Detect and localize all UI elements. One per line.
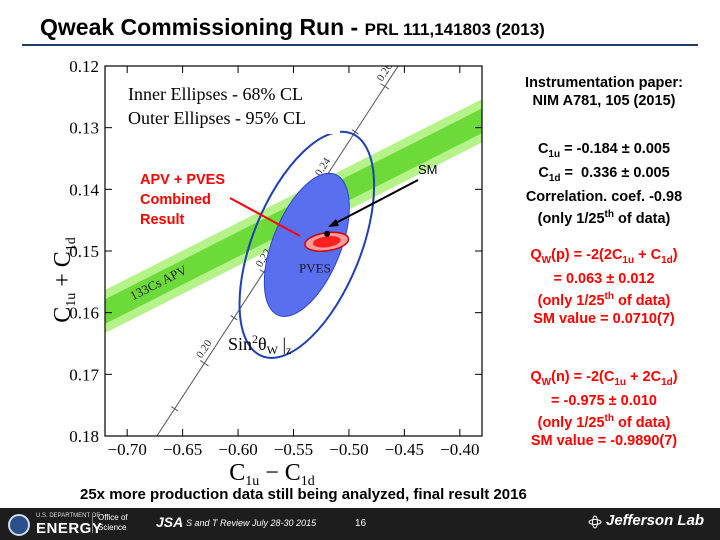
y-tick-label: 0.14	[69, 180, 99, 199]
qwn-value: = -0.975 ± 0.010	[551, 392, 657, 409]
qw-proton-note: QW(p) = -2(2C1u + C1d) = 0.063 ± 0.012 (…	[488, 246, 720, 328]
sin2theta-minor-tick	[171, 406, 179, 412]
instrumentation-line2: NIM A781, 105 (2015)	[532, 93, 676, 109]
correlation-coef: Correlation. coef. -0.98	[525, 188, 683, 205]
title-rule	[22, 44, 698, 46]
sin2theta-minor-tick	[351, 129, 359, 135]
apv-label-line3: Result	[140, 212, 185, 228]
page-number: 16	[355, 518, 367, 529]
y-tick-label: 0.12	[69, 57, 99, 76]
fraction-note-1: (only 1/25th of data)	[537, 208, 671, 227]
qwp-sm-value: SM value = 0.0710(7)	[533, 310, 675, 327]
x-tick-label: −0.65	[163, 440, 202, 459]
qwp-fraction: (only 1/25th of data)	[537, 290, 671, 309]
title-main: Qweak Commissioning Run -	[40, 14, 365, 40]
sm-label: SM	[418, 162, 438, 177]
apv-pves-label: APV + PVES Combined Result	[140, 170, 225, 230]
combined-ellipse-68	[312, 235, 341, 248]
qwp-value: = 0.063 ± 0.012	[553, 270, 655, 287]
doe-seal-icon	[8, 514, 30, 536]
apv-label-line1: APV + PVES	[140, 172, 226, 188]
c1d-result: C1d = 0.336 ± 0.005	[538, 164, 670, 184]
jefferson-lab-logo: Jefferson Lab	[606, 512, 705, 529]
y-axis-label: C1u + C1d	[50, 237, 79, 323]
x-tick-label: −0.70	[108, 440, 147, 459]
legend-outer: Outer Ellipses - 95% CL	[128, 108, 306, 128]
footer-bar: U.S. DEPARTMENT OF ENERGY Office of Scie…	[0, 508, 720, 540]
qwn-sm-value: SM value = -0.9890(7)	[530, 432, 678, 449]
c1-results-note: C1u = -0.184 ± 0.005 C1d = 0.336 ± 0.005…	[488, 140, 720, 228]
jlab-atom-icon	[588, 515, 602, 529]
sin2theta-major-tick	[199, 360, 209, 367]
y-tick-label: 0.13	[69, 119, 99, 138]
y-axis-ticks: 0.18 0.17 0.16 0.15 0.14 0.13 0.12	[69, 57, 482, 446]
slide-title: Qweak Commissioning Run - PRL 111,141803…	[40, 14, 545, 41]
legend-box	[118, 76, 340, 134]
x-axis-ticks: −0.70 −0.65 −0.60 −0.55 −0.50 −0.45 −0.40	[108, 66, 479, 459]
x-tick-label: −0.55	[274, 440, 313, 459]
apv-arrow	[229, 197, 301, 237]
doe-small-text: U.S. DEPARTMENT OF	[36, 513, 101, 519]
sin2theta-minor-tick	[230, 315, 238, 321]
x-tick-label: −0.40	[440, 440, 479, 459]
review-date: S and T Review July 28-30 2015	[186, 518, 317, 528]
legend-inner: Inner Ellipses - 68% CL	[128, 84, 303, 104]
pves-label: PVES	[299, 261, 331, 276]
sin2theta-major-tick	[380, 83, 390, 90]
doe-big-text: ENERGY	[36, 520, 103, 537]
c1-plot: 0.260.240.220.20 0.180.170.160.150.140.1…	[50, 57, 483, 489]
legend: Inner Ellipses - 68% CL Outer Ellipses -…	[118, 76, 340, 134]
sm-point	[324, 230, 331, 237]
sm-arrowhead	[328, 219, 339, 227]
qwp-formula: QW(p) = -2(2C1u + C1d)	[530, 247, 678, 266]
pves-ellipse-95	[238, 130, 376, 359]
sm-arrow	[329, 179, 419, 227]
office-of-science: Office of Science	[92, 513, 138, 533]
bottom-statement: 25x more production data still being ana…	[80, 486, 527, 503]
instrumentation-note: Instrumentation paper: NIM A781, 105 (20…	[488, 74, 720, 110]
y-tick-label: 0.16	[69, 304, 99, 323]
qwn-formula: QW(n) = -2(C1u + 2C1d)	[530, 369, 678, 388]
sin2theta-label: Sin2θW |z	[228, 332, 291, 357]
x-axis-label: C1u − C1d	[229, 460, 315, 489]
title-reference: PRL 111,141803 (2013)	[364, 20, 545, 39]
y-tick-label: 0.17	[69, 365, 99, 384]
x-tick-label: −0.60	[218, 440, 257, 459]
instrumentation-line1: Instrumentation paper:	[525, 75, 683, 91]
y-tick-label: 0.15	[69, 242, 99, 261]
apv-label-line2: Combined	[140, 192, 211, 208]
x-tick-label: −0.45	[385, 440, 424, 459]
qw-neutron-note: QW(n) = -2(C1u + 2C1d) = -0.975 ± 0.010 …	[488, 368, 720, 450]
x-tick-label: −0.50	[329, 440, 368, 459]
c1u-result: C1u = -0.184 ± 0.005	[537, 141, 671, 160]
jsa-logo: JSA	[156, 514, 184, 530]
qwn-fraction: (only 1/25th of data)	[537, 412, 671, 431]
y-tick-label: 0.18	[69, 427, 99, 446]
